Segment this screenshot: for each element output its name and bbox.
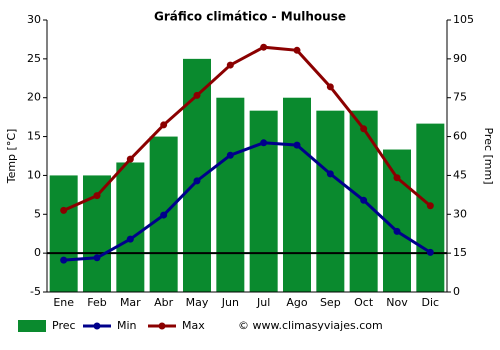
y-axis-label: Temp [°C] [5,129,18,185]
y2-tick-label: 105 [453,13,474,26]
point [126,155,134,163]
point [226,151,234,159]
x-tick-label: Sep [320,296,341,309]
point [293,141,301,149]
line [63,45,432,212]
legend-swatch [93,322,101,330]
point [293,46,301,54]
point [93,254,101,262]
y-tick-label: 25 [27,52,41,65]
y2-tick-label: 90 [453,52,467,65]
point [126,235,134,243]
y-tick-label: 5 [34,207,41,220]
line [63,141,432,262]
bar [283,97,311,292]
x-tick-label: Ago [286,296,308,309]
bar [116,162,145,292]
x-tick-label: Abr [154,296,174,309]
y-tick-label: 15 [27,130,41,143]
y2-tick-label: 60 [453,130,467,143]
point [60,206,68,214]
bar [216,97,245,292]
x-tick-label: Ene [53,296,74,309]
point [160,211,168,219]
y-tick-label: 10 [27,168,41,181]
point [260,43,268,51]
point [360,196,368,204]
bar [249,110,278,293]
point [93,192,101,200]
y2-axis-label: Prec [mm] [482,127,495,184]
y2-tick-label: 0 [453,285,460,298]
x-tick-label: Dic [422,296,440,309]
y-tick-label: 20 [27,91,41,104]
x-tick-label: Jun [221,296,239,309]
x-tick-label: Feb [87,296,106,309]
legend-label: Max [182,319,205,332]
point [160,121,168,129]
x-tick-label: Mar [120,296,141,309]
point [360,125,368,133]
point [60,256,68,264]
legend-swatch [158,322,166,330]
y-tick-label: 30 [27,13,41,26]
bar [49,175,78,292]
y-tick-label: -5 [30,285,41,298]
x-tick-label: Oct [354,296,374,309]
point [426,202,434,210]
point [326,83,334,91]
point [326,170,334,178]
point [426,248,434,256]
legend-label: Prec [52,319,76,332]
source: © www.climasyviajes.com [238,319,383,332]
legend-label: Min [117,319,137,332]
point [193,177,201,185]
bar [316,110,345,293]
x-tick-label: May [186,296,209,309]
y-tick-label: 0 [34,246,41,259]
chart-title: Gráfico climático - Mulhouse [154,10,346,24]
point [226,61,234,69]
y2-tick-label: 75 [453,91,467,104]
point [193,91,201,99]
legend-swatch [18,320,46,332]
x-tick-label: Nov [386,296,408,309]
y2-tick-label: 15 [453,246,467,259]
x-tick-label: Jul [256,296,270,309]
point [393,174,401,182]
point [393,227,401,235]
y2-tick-label: 30 [453,207,467,220]
point [260,139,268,147]
y2-tick-label: 45 [453,168,467,181]
